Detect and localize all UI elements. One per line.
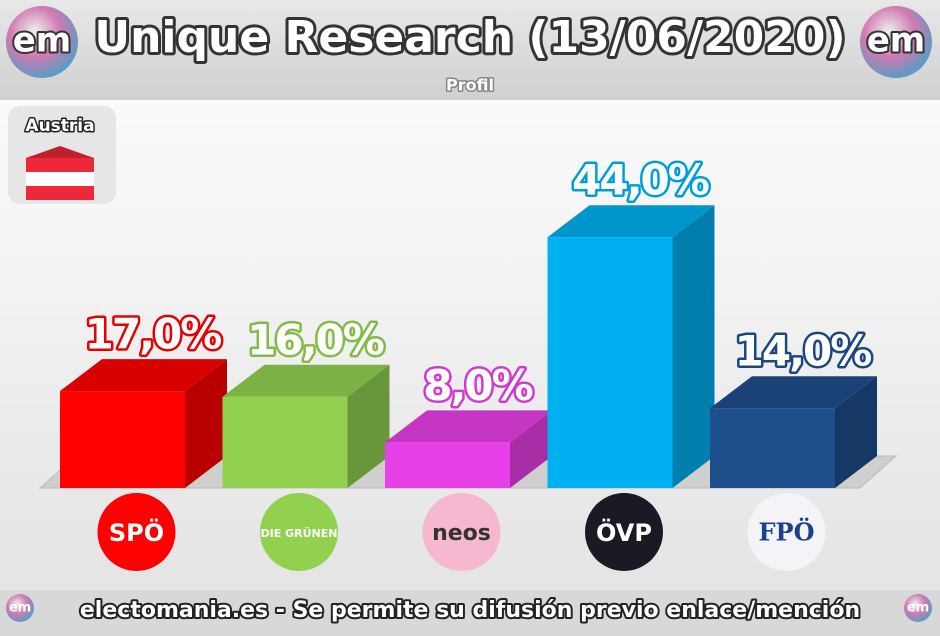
- bar-top: [385, 410, 552, 443]
- x-tick-label: neos: [432, 521, 491, 546]
- bar: [60, 391, 185, 488]
- value-label: 8,0%: [423, 361, 532, 410]
- logo-text: em: [9, 601, 31, 616]
- logo-small-left: em: [6, 594, 34, 622]
- footer-text: electomania.es - Se permite su difusión …: [80, 598, 860, 623]
- x-tick-label: FPÖ: [759, 518, 815, 547]
- x-tick-label: SPÖ: [109, 517, 164, 547]
- logo-text: em: [867, 21, 926, 61]
- value-label: 16,0%: [247, 315, 384, 364]
- bar: [385, 442, 510, 488]
- party-logo: [585, 493, 663, 571]
- bar-side: [185, 359, 227, 488]
- badge: Austria: [8, 106, 116, 204]
- bar-side: [672, 205, 715, 488]
- value-label: 17,0%: [85, 310, 222, 359]
- bar: [547, 237, 673, 488]
- bar-top: [60, 359, 227, 392]
- header-band: [0, 0, 940, 100]
- party-logo: [97, 493, 176, 571]
- chart-subtitle: Profil: [446, 76, 494, 95]
- x-tick-label: DIE GRÜNEN: [261, 526, 338, 540]
- chart-title: Unique Research (13/06/2020): [94, 12, 845, 63]
- bar-side: [835, 376, 877, 488]
- bar-side: [510, 410, 552, 488]
- party-logo: [747, 493, 826, 571]
- logo-left: em: [6, 6, 78, 78]
- logo-small-right: em: [904, 594, 932, 622]
- bar: [710, 408, 835, 488]
- party-logo: [422, 493, 501, 571]
- bar-top: [222, 364, 390, 397]
- x-tick-label: ÖVP: [596, 517, 652, 547]
- bar-top: [547, 205, 715, 238]
- bar-side: [347, 364, 390, 488]
- value-label: 14,0%: [735, 327, 872, 376]
- value-label: 44,0%: [572, 156, 709, 205]
- logo-text: em: [13, 21, 72, 61]
- bar-top: [710, 376, 877, 409]
- footer-band: [0, 590, 940, 636]
- party-logo: [260, 493, 338, 571]
- logo-text: em: [907, 601, 929, 616]
- logo-right: em: [860, 6, 932, 78]
- bar: [222, 396, 348, 488]
- badge-label: Austria: [25, 116, 94, 136]
